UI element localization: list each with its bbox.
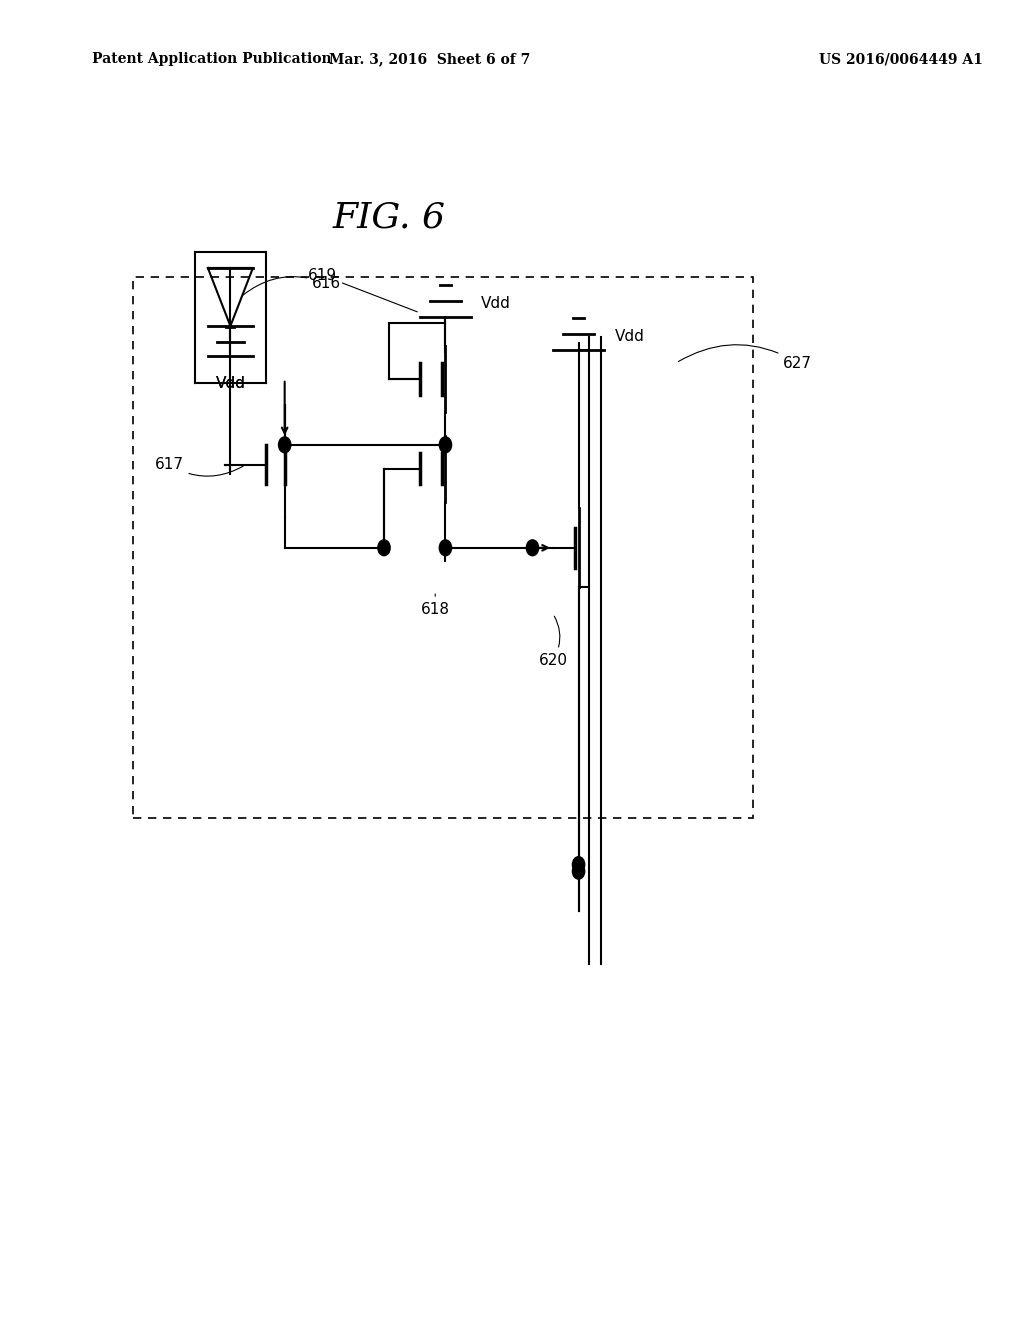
Circle shape (572, 857, 585, 873)
Text: Vdd: Vdd (215, 376, 246, 391)
Circle shape (572, 863, 585, 879)
Text: 627: 627 (678, 345, 812, 371)
Text: US 2016/0064449 A1: US 2016/0064449 A1 (819, 53, 983, 66)
Text: Patent Application Publication: Patent Application Publication (92, 53, 332, 66)
Text: FIG. 6: FIG. 6 (333, 201, 445, 235)
Circle shape (439, 437, 452, 453)
Text: 617: 617 (155, 457, 244, 477)
Text: 619: 619 (308, 268, 417, 312)
Circle shape (279, 437, 291, 453)
Text: Vdd: Vdd (215, 376, 246, 391)
Text: 620: 620 (539, 616, 567, 668)
Circle shape (439, 540, 452, 556)
Text: 616: 616 (243, 276, 341, 296)
Text: 618: 618 (421, 594, 450, 616)
Text: Vdd: Vdd (481, 296, 511, 312)
Text: Mar. 3, 2016  Sheet 6 of 7: Mar. 3, 2016 Sheet 6 of 7 (330, 53, 530, 66)
Circle shape (378, 540, 390, 556)
Circle shape (526, 540, 539, 556)
Text: Vdd: Vdd (614, 329, 644, 345)
